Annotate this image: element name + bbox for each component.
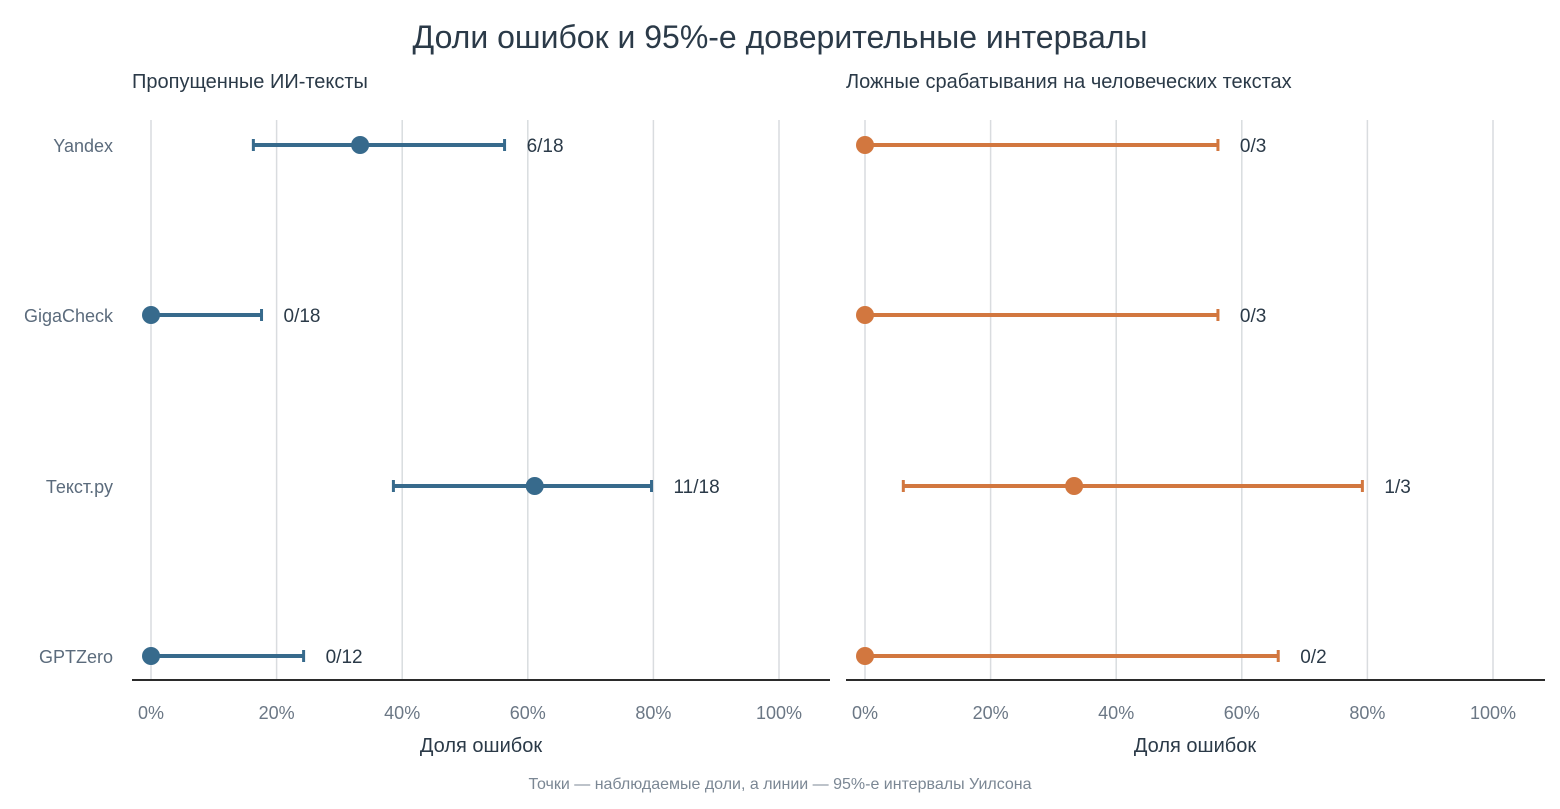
category-label: GigaCheck [24,306,114,326]
data-point [856,647,874,665]
panel-subtitle: Ложные срабатывания на человеческих текс… [846,71,1292,93]
data-label: 6/18 [527,136,564,157]
x-tick-label: 100% [1470,703,1516,723]
data-point [525,477,544,495]
x-tick-label: 80% [1349,703,1385,723]
data-point-group: 0/2 [856,647,1327,668]
x-tick-label: 0% [138,703,164,723]
data-point-group: 0/12 [142,647,363,668]
data-label: 0/2 [1300,647,1326,668]
x-tick-label: 0% [852,703,878,723]
x-tick-label: 40% [1098,703,1134,723]
data-point [142,306,160,324]
gridlines [150,120,780,680]
data-point-group: 0/18 [142,306,321,327]
category-label: Yandex [53,136,113,156]
data-point [856,136,874,154]
chart-caption: Точки — наблюдаемые доли, а линии — 95%-… [528,776,1031,793]
x-axis-label: Доля ошибок [420,735,542,757]
x-tick-label: 20% [259,703,295,723]
panel-missed-ai-texts: Пропущенные ИИ-тексты Доля ошибок 0% 20% 4… [24,71,830,757]
x-tick-label: 40% [384,703,420,723]
gridlines [864,120,1494,680]
chart-title: Доли ошибок и 95%-е доверительные интерв… [413,19,1148,55]
data-point-group: 11/18 [391,477,720,498]
data-point-group: 1/3 [901,477,1411,498]
category-label: Текст.ру [46,477,113,497]
data-point-group: 6/18 [251,136,564,157]
panel-false-positives-human-texts: Ложные срабатывания на человеческих текс… [846,71,1545,757]
data-label: 0/18 [284,306,321,327]
data-label: 11/18 [674,477,720,498]
data-label: 0/3 [1240,136,1266,157]
data-point [856,306,874,324]
data-point [1065,477,1084,495]
data-label: 0/12 [326,647,363,668]
x-tick-label: 20% [973,703,1009,723]
x-tick-label: 80% [635,703,671,723]
category-label: GPTZero [39,647,113,667]
data-point-group: 0/3 [856,136,1266,157]
data-label: 1/3 [1384,477,1410,498]
x-axis-label: Доля ошибок [1134,735,1256,757]
data-point-group: 0/3 [856,306,1266,327]
data-point [142,647,160,665]
x-tick-label: 60% [1224,703,1260,723]
x-tick-label: 60% [510,703,546,723]
panel-subtitle: Пропущенные ИИ-тексты [132,71,368,93]
x-tick-label: 100% [756,703,802,723]
data-point [351,136,370,154]
data-label: 0/3 [1240,306,1266,327]
